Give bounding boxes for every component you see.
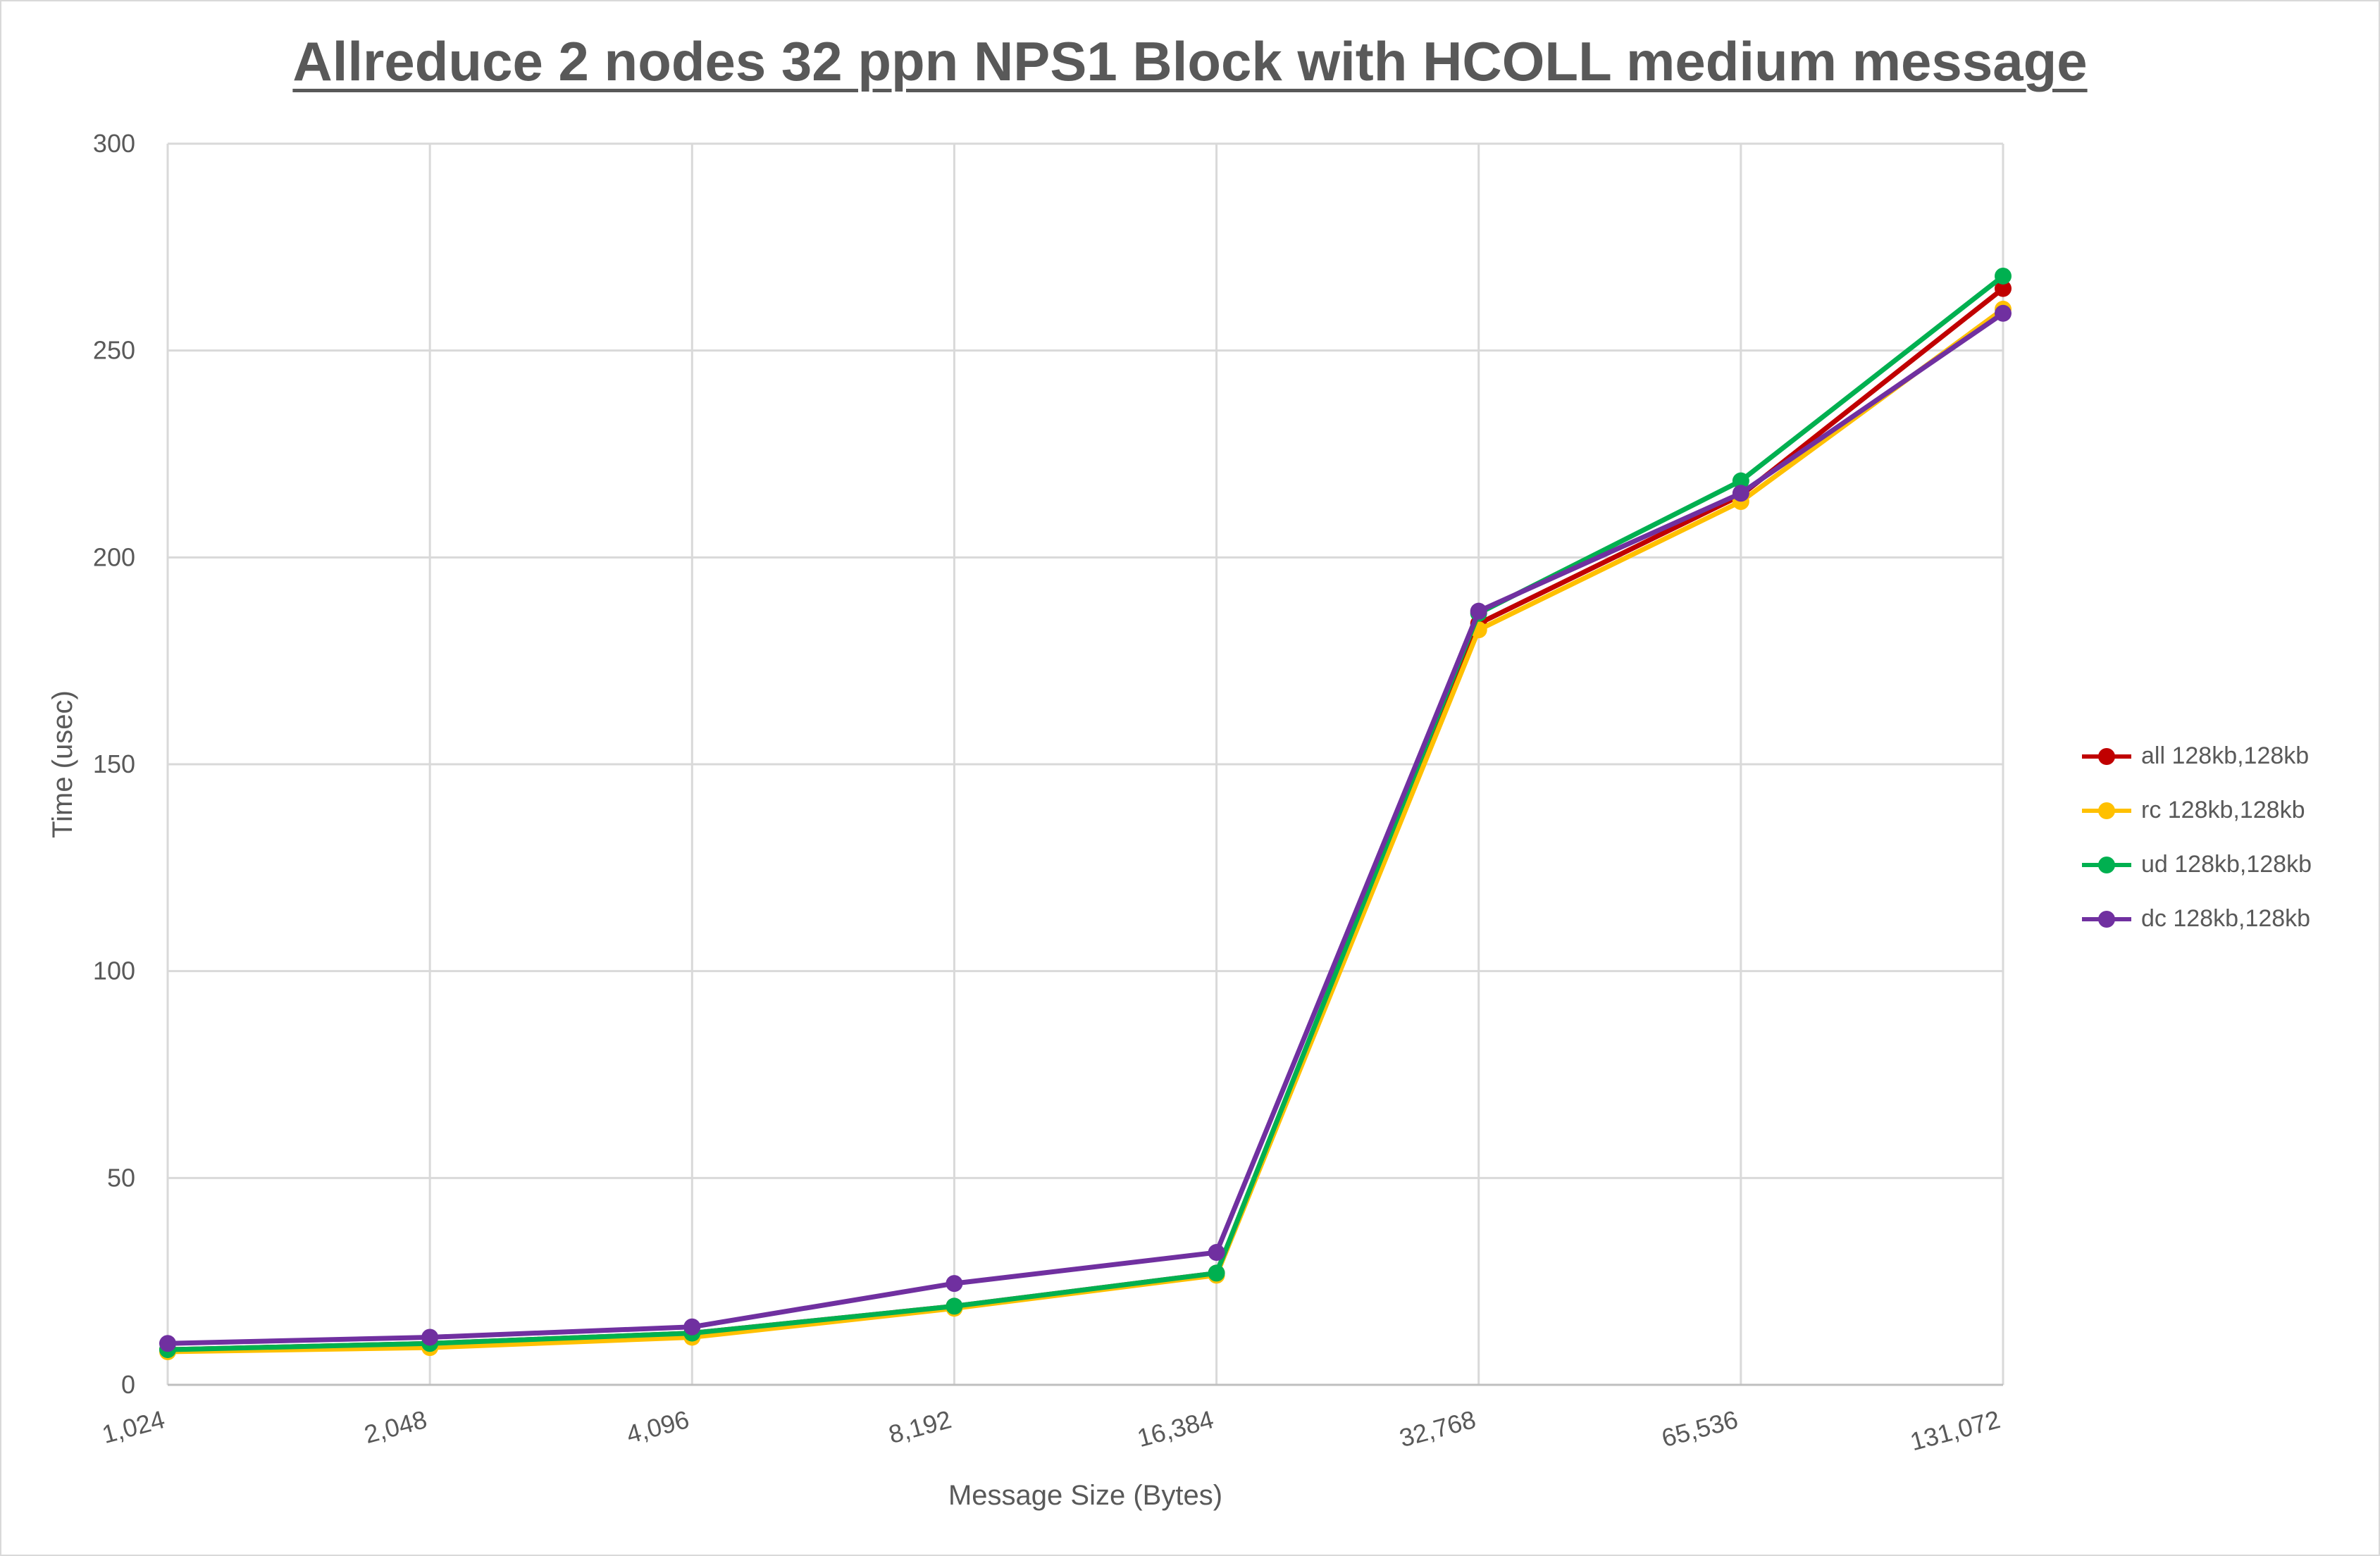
- x-tick-label: 2,048: [361, 1405, 430, 1449]
- data-point: [946, 1275, 963, 1293]
- legend-swatch: [2082, 909, 2131, 930]
- legend-item[interactable]: rc 128kb,128kb: [2082, 783, 2364, 838]
- y-tick-label: 300: [93, 129, 135, 158]
- legend: all 128kb,128kb rc 128kb,128kb ud 128kb,12…: [2082, 729, 2364, 946]
- y-tick-label: 50: [107, 1163, 135, 1192]
- legend-item[interactable]: ud 128kb,128kb: [2082, 838, 2364, 892]
- legend-label: dc 128kb,128kb: [2141, 905, 2311, 932]
- series-3: [159, 304, 2012, 1352]
- x-tick-label: 1,024: [99, 1405, 168, 1449]
- data-point: [1732, 472, 1749, 490]
- series-line: [165, 311, 2006, 1346]
- x-tick-label: 4,096: [624, 1405, 693, 1449]
- data-point: [159, 1335, 176, 1352]
- series-line: [165, 273, 2006, 1352]
- chart-title: Allreduce 2 nodes 32 ppn NPS1 Block with…: [292, 30, 2088, 92]
- data-point: [1208, 1264, 1225, 1282]
- x-tick-label: 16,384: [1134, 1405, 1217, 1452]
- legend-marker: [2098, 910, 2115, 928]
- series-1: [159, 300, 2012, 1361]
- data-point: [1470, 602, 1487, 620]
- legend-swatch: [2082, 800, 2131, 821]
- series-line: [165, 306, 2006, 1355]
- legend-label: rc 128kb,128kb: [2141, 797, 2305, 823]
- legend-swatch: [2082, 746, 2131, 767]
- x-axis-label: Message Size (Bytes): [948, 1480, 1222, 1511]
- x-tick-label: 131,072: [1907, 1405, 2003, 1456]
- y-axis-ticks: 0 50 100 150 200 250 300: [93, 129, 135, 1399]
- series-line: [165, 286, 2006, 1352]
- x-axis-ticks: 1,024 2,048 4,096 8,192 16,384 32,768 65,536 13…: [99, 1405, 2003, 1456]
- series-0: [159, 280, 2012, 1359]
- legend-swatch: [2082, 854, 2131, 876]
- x-tick-label: 8,192: [886, 1405, 955, 1449]
- y-tick-label: 150: [93, 749, 135, 778]
- data-point: [1208, 1244, 1225, 1262]
- legend-item[interactable]: dc 128kb,128kb: [2082, 892, 2364, 946]
- legend-label: all 128kb,128kb: [2141, 742, 2310, 769]
- series-2: [159, 267, 2012, 1359]
- legend-marker: [2098, 747, 2115, 765]
- x-tick-label: 32,768: [1396, 1405, 1479, 1452]
- y-tick-label: 100: [93, 957, 135, 985]
- legend-marker: [2098, 802, 2115, 819]
- data-point: [421, 1328, 439, 1346]
- y-tick-label: 250: [93, 336, 135, 365]
- data-point: [1995, 280, 2012, 297]
- data-point: [946, 1297, 963, 1315]
- legend-label: ud 128kb,128kb: [2141, 851, 2312, 878]
- data-point: [683, 1318, 701, 1336]
- y-tick-label: 200: [93, 542, 135, 571]
- y-axis-label: Time (usec): [47, 690, 78, 838]
- y-tick-label: 0: [121, 1370, 135, 1399]
- gridlines: [166, 142, 2004, 1386]
- legend-item[interactable]: all 128kb,128kb: [2082, 729, 2364, 783]
- x-tick-label: 65,536: [1659, 1405, 1741, 1452]
- series-group: [159, 267, 2012, 1361]
- legend-marker: [2098, 856, 2115, 873]
- data-point: [1995, 304, 2012, 322]
- data-point: [1732, 485, 1749, 502]
- data-point: [1995, 267, 2012, 285]
